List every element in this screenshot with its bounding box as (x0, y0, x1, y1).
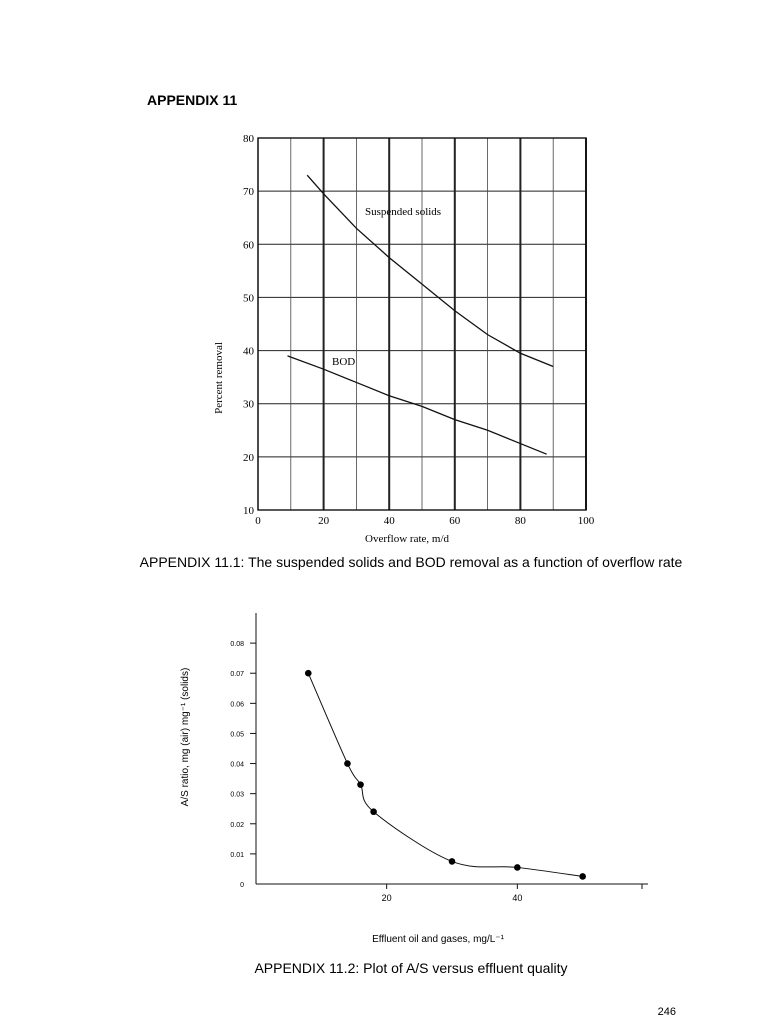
overflow-rate-chart: 10 20 30 40 50 60 70 80 0 20 40 60 80 100 Overflow ra… (210, 128, 610, 548)
chart2-y-tick-label: 0.01 (230, 852, 244, 859)
chart1-y-tick-label: 50 (243, 292, 255, 304)
chart1-series (287, 174, 554, 455)
chart2-x-tick-label: 20 (382, 893, 392, 903)
chart1-y-axis-label: Percent removal (213, 342, 225, 414)
chart1-y-tick-label: 70 (243, 186, 255, 198)
figure-caption-11-2: APPENDIX 11.2: Plot of A/S versus efflue… (254, 960, 568, 976)
as-ratio-data-point (370, 808, 377, 816)
as-ratio-data-point (448, 858, 456, 865)
chart1-y-tick-label: 40 (243, 346, 255, 358)
chart2-x-tick-label: 40 (512, 893, 522, 903)
chart1-y-tick-label: 30 (243, 399, 255, 411)
as-ratio-data-point (514, 864, 521, 871)
chart2-y-tick-label: 0.08 (230, 641, 244, 648)
chart1-x-tick-label: 80 (515, 515, 527, 527)
chart1-y-tick-label: 20 (243, 452, 255, 464)
figure-caption-11-1: APPENDIX 11.1: The suspended solids and … (139, 554, 683, 570)
chart2-y-tick-label: 0.03 (230, 792, 244, 799)
chart2-series (304, 669, 586, 880)
as-ratio-chart: 0 0.01 0.02 0.03 0.04 0.05 0.06 0.07 0.08 20 40 Ef… (148, 605, 678, 960)
chart1-tick-labels: 10 20 30 40 50 60 70 80 0 20 40 60 80 100 (243, 133, 595, 527)
chart1-grid (257, 137, 587, 511)
chart1-y-tick-label: 80 (243, 133, 255, 145)
chart1-x-axis-label: Overflow rate, m/d (365, 533, 449, 545)
chart2-axes (250, 613, 648, 889)
chart2-x-axis-label: Effluent oil and gases, mg/L⁻¹ (372, 934, 505, 945)
chart2-y-tick-label: 0.07 (230, 671, 244, 678)
bod-series-label: BOD (332, 356, 355, 368)
chart1-background (210, 128, 610, 548)
chart2-tick-labels: 0 0.01 0.02 0.03 0.04 0.05 0.06 0.07 0.08 20 40 (230, 641, 522, 903)
chart1-x-tick-label: 40 (384, 515, 396, 527)
chart2-y-tick-label: 0 (240, 882, 244, 889)
appendix-heading: APPENDIX 11 (147, 92, 238, 108)
suspended-solids-line (306, 174, 554, 368)
page-number: 246 (657, 1006, 676, 1018)
chart1-x-tick-label: 0 (255, 515, 261, 527)
bod-line (287, 355, 547, 455)
chart2-y-axis-label: A/S ratio, mg (air) mg⁻¹ (solids) (180, 668, 191, 807)
chart1-x-tick-label: 60 (449, 515, 461, 527)
chart2-y-tick-label: 0.05 (230, 731, 244, 738)
chart1-x-tick-label: 20 (318, 515, 330, 527)
suspended-solids-series-label: Suspended solids (365, 206, 441, 218)
as-ratio-data-point (304, 669, 312, 677)
chart2-background (148, 605, 678, 960)
chart2-y-tick-label: 0.02 (230, 822, 244, 829)
chart2-y-tick-label: 0.04 (230, 762, 244, 769)
chart1-x-tick-label: 100 (578, 515, 595, 527)
chart1-frame (257, 137, 587, 511)
chart1-y-tick-label: 60 (243, 239, 255, 251)
as-ratio-data-point (579, 873, 586, 880)
as-ratio-data-point (357, 781, 364, 788)
chart1-y-tick-label: 10 (243, 505, 255, 517)
as-ratio-data-point (344, 760, 351, 767)
chart2-y-tick-label: 0.06 (230, 701, 244, 708)
